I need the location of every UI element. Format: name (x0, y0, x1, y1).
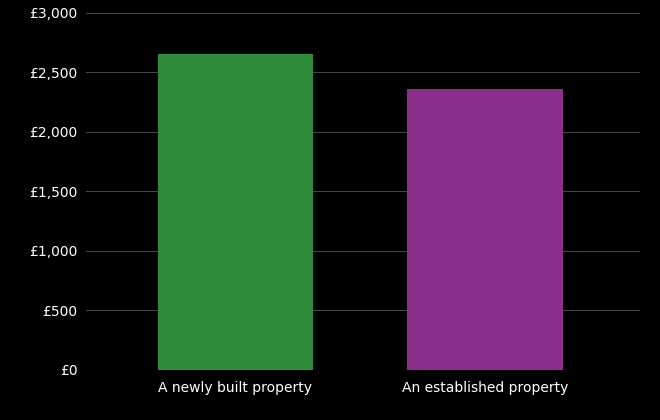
Bar (407, 89, 562, 370)
Bar (158, 54, 313, 370)
